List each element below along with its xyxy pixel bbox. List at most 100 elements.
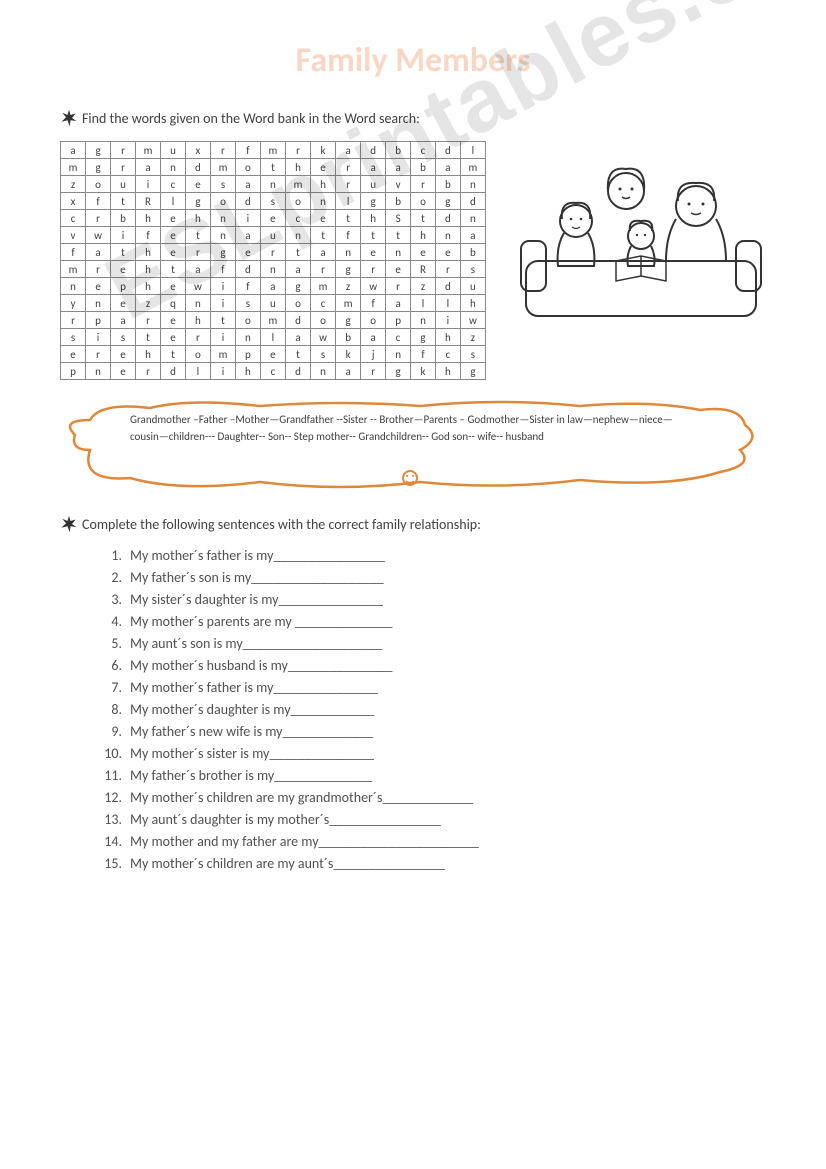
wordsearch-cell: a [361, 329, 386, 346]
wordsearch-cell: h [185, 210, 210, 227]
wordsearch-cell: w [86, 227, 111, 244]
wordsearch-cell: n [311, 193, 336, 210]
wordsearch-cell: m [210, 346, 235, 363]
question-text: My mother´s daughter is my____________ [130, 701, 374, 718]
wordsearch-cell: c [411, 142, 436, 159]
questions-list: 1.My mother´s father is my______________… [100, 547, 766, 872]
question-text: My mother´s husband is my_______________ [130, 657, 393, 674]
question-item: 5.My aunt´s son is my___________________… [100, 635, 766, 652]
wordsearch-cell: e [161, 210, 186, 227]
question-text: My mother´s sister is my_______________ [130, 745, 374, 762]
question-number: 3. [100, 591, 122, 608]
wordsearch-cell: r [336, 176, 361, 193]
wordbank-text: Grandmother –Father –Mother—Grandfather … [130, 412, 690, 445]
wordsearch-cell: c [260, 363, 285, 380]
wordsearch-cell: h [236, 363, 261, 380]
wordsearch-cell: h [460, 295, 485, 312]
wordsearch-cell: y [61, 295, 86, 312]
wordsearch-cell: s [111, 329, 136, 346]
wordsearch-cell: r [135, 363, 160, 380]
wordsearch-cell: m [260, 312, 285, 329]
wordsearch-cell: d [236, 193, 261, 210]
wordsearch-cell: h [285, 159, 310, 176]
page-title: Family Members [60, 40, 766, 81]
wordsearch-cell: m [260, 142, 285, 159]
wordsearch-cell: e [361, 244, 386, 261]
wordsearch-cell: e [386, 261, 411, 278]
wordsearch-cell: e [411, 244, 436, 261]
wordsearch-cell: g [185, 193, 210, 210]
wordsearch-cell: g [336, 261, 361, 278]
wordsearch-cell: e [86, 278, 111, 295]
question-number: 15. [100, 855, 122, 872]
wordsearch-cell: n [386, 346, 411, 363]
question-item: 7.My mother´s father is my______________… [100, 679, 766, 696]
wordsearch-cell: m [336, 295, 361, 312]
wordsearch-cell: t [285, 346, 310, 363]
wordsearch-cell: u [361, 176, 386, 193]
wordsearch-cell: b [411, 159, 436, 176]
wordsearch-cell: d [285, 312, 310, 329]
wordsearch-cell: g [386, 363, 411, 380]
wordsearch-cell: k [411, 363, 436, 380]
wordsearch-cell: o [236, 312, 261, 329]
wordsearch-cell: a [236, 176, 261, 193]
wordsearch-cell: t [386, 227, 411, 244]
wordsearch-row: agrmuxrfmrkadbcdlmgrandmotheraabamzouice… [60, 141, 766, 380]
wordsearch-cell: n [435, 227, 460, 244]
instruction-2: Complete the following sentences with th… [60, 515, 766, 533]
wordsearch-cell: r [285, 142, 310, 159]
wordsearch-cell: e [61, 346, 86, 363]
wordsearch-cell: b [111, 210, 136, 227]
question-number: 13. [100, 811, 122, 828]
wordsearch-cell: w [185, 278, 210, 295]
question-item: 13. My aunt´s daughter is my mother´s____… [100, 811, 766, 828]
wordsearch-cell: S [386, 210, 411, 227]
wordsearch-cell: g [86, 159, 111, 176]
wordsearch-cell: r [135, 312, 160, 329]
wordsearch-cell: s [460, 346, 485, 363]
wordsearch-cell: e [236, 244, 261, 261]
wordsearch-cell: f [236, 278, 261, 295]
wordsearch-cell: o [285, 193, 310, 210]
wordsearch-cell: o [311, 312, 336, 329]
wordsearch-cell: n [460, 210, 485, 227]
wordsearch-cell: b [336, 329, 361, 346]
wordsearch-cell: m [135, 142, 160, 159]
wordsearch-cell: o [285, 295, 310, 312]
wordsearch-cell: n [161, 159, 186, 176]
wordsearch-cell: o [185, 346, 210, 363]
wordsearch-cell: a [260, 278, 285, 295]
question-text: My aunt´s daughter is my mother´s_______… [130, 811, 441, 828]
wordsearch-cell: h [135, 210, 160, 227]
wordsearch-cell: r [86, 346, 111, 363]
wordsearch-cell: t [411, 210, 436, 227]
question-item: 4.My mother´s parents are my ___________… [100, 613, 766, 630]
wordsearch-cell: n [210, 210, 235, 227]
wordsearch-cell: o [86, 176, 111, 193]
question-number: 11. [100, 767, 122, 784]
wordsearch-cell: f [61, 244, 86, 261]
wordsearch-cell: t [336, 210, 361, 227]
wordsearch-cell: j [361, 346, 386, 363]
wordsearch-cell: n [210, 227, 235, 244]
wordsearch-cell: u [111, 176, 136, 193]
wordsearch-cell: a [86, 244, 111, 261]
wordsearch-cell: s [61, 329, 86, 346]
wordsearch-cell: e [185, 176, 210, 193]
question-number: 2. [100, 569, 122, 586]
wordsearch-cell: r [86, 210, 111, 227]
wordsearch-cell: w [311, 329, 336, 346]
wordsearch-cell: f [135, 227, 160, 244]
wordsearch-cell: e [435, 244, 460, 261]
wordsearch-cell: l [185, 363, 210, 380]
wordsearch-cell: l [336, 193, 361, 210]
wordsearch-cell: o [236, 159, 261, 176]
question-number: 12. [100, 789, 122, 806]
wordsearch-cell: t [111, 244, 136, 261]
question-item: 8.My mother´s daughter is my____________ [100, 701, 766, 718]
question-text: My father´s brother is my______________ [130, 767, 372, 784]
wordsearch-cell: r [210, 142, 235, 159]
wordsearch-cell: a [336, 363, 361, 380]
wordsearch-cell: d [435, 278, 460, 295]
